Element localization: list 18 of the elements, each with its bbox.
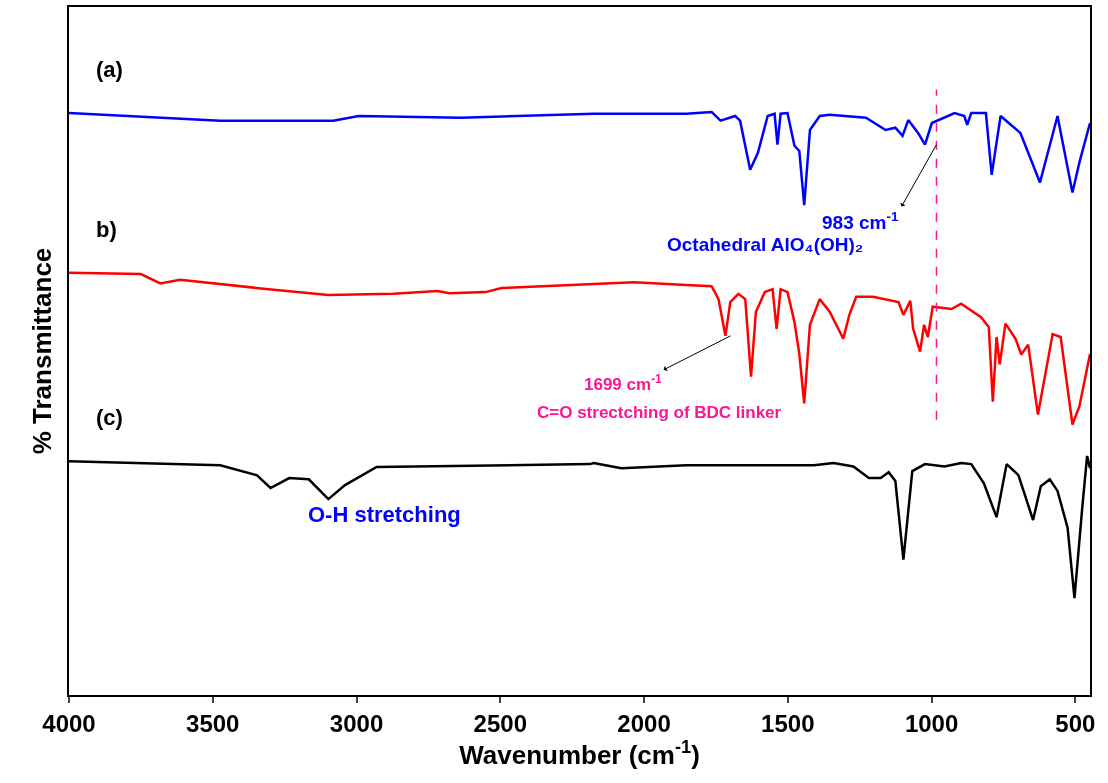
annotation: O-H stretching [308,502,461,527]
x-tick-label: 4000 [42,709,96,737]
series-label: (c) [96,405,123,430]
annotation: 1699 cm$^{-1}$ [584,372,663,395]
x-tick-label: 3000 [329,709,384,737]
x-tick-label: 1500 [761,709,815,737]
x-tick-label: 3500 [186,709,240,737]
y-axis-title: % Transmittance [26,247,57,455]
annotation: C=O strectching of BDC linker [537,403,782,422]
x-tick-label: 2000 [617,709,671,737]
x-tick-label: 1000 [904,709,959,737]
x-tick-label: 2500 [473,709,527,737]
series-label: b) [96,217,117,242]
series-label: (a) [96,57,123,82]
annotation: 983 cm$^{-1}$ [822,209,899,233]
annotation: Octahedral AlO₄(OH)₂ [667,234,864,255]
x-tick-label: 500 [1055,709,1096,737]
x-axis-title: Wavenumber (cm$^{-1}$) [459,736,700,770]
